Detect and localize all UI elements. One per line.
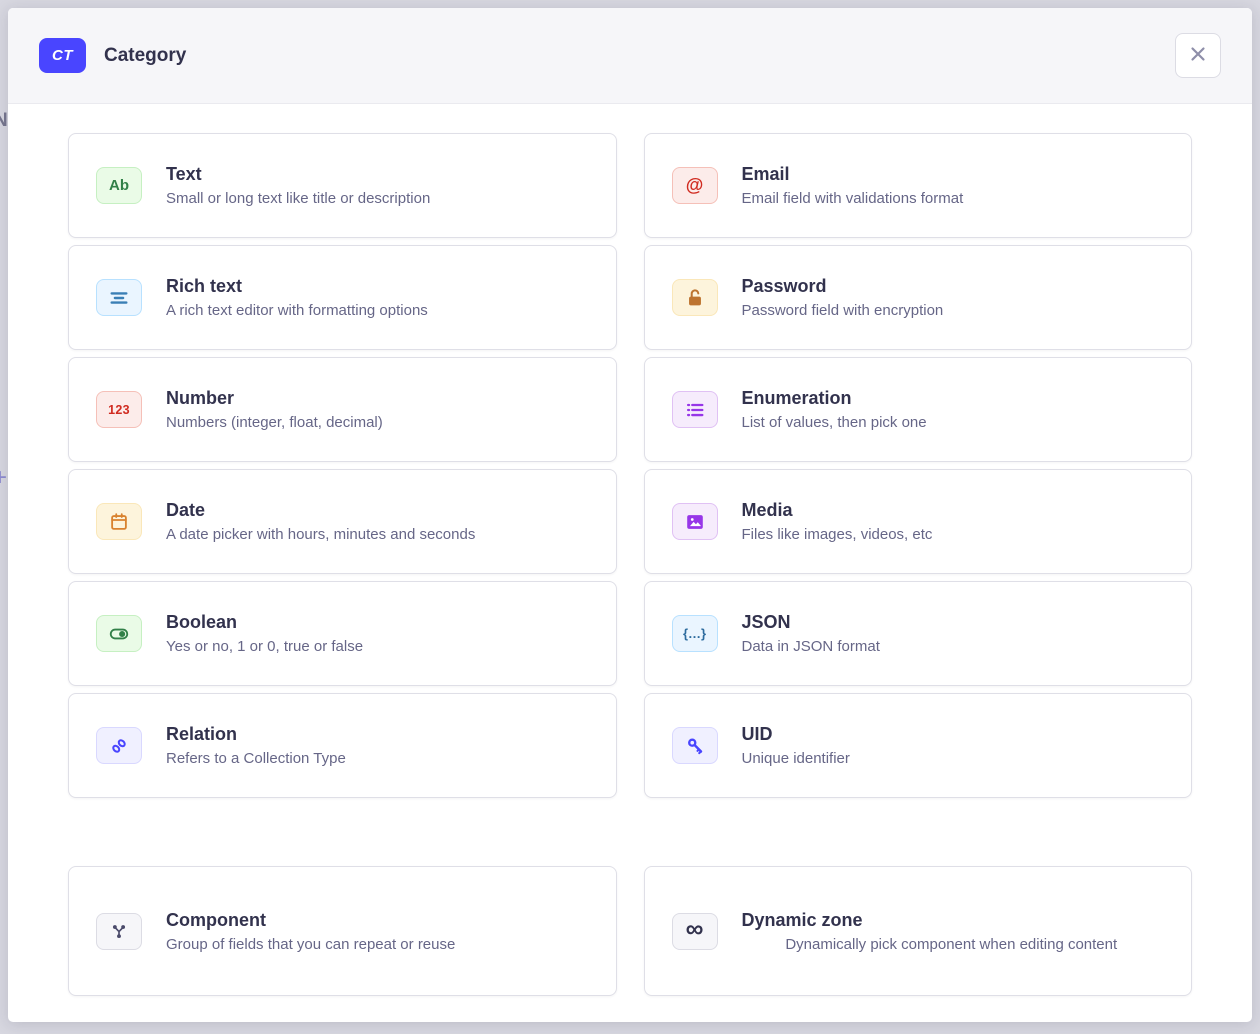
card-description: Files like images, videos, etc [741, 526, 933, 543]
calendar-icon [96, 503, 142, 540]
braces-icon: {…} [671, 615, 718, 652]
card-title: Number [166, 388, 235, 408]
card-title: Boolean [166, 612, 238, 632]
field-card-richtext[interactable]: Rich text A rich text editor with format… [68, 245, 617, 350]
page-title: Category [104, 44, 187, 66]
field-card-email[interactable]: @ Email Email field with validations for… [643, 133, 1192, 238]
field-card-text[interactable]: Ab Text Small or long text like title or… [68, 133, 617, 238]
card-description: Password field with encryption [741, 302, 944, 319]
card-title: Text [166, 164, 202, 184]
field-card-password[interactable]: Password Password field with encryption [643, 245, 1192, 350]
field-card-relation[interactable]: Relation Refers to a Collection Type [68, 693, 617, 798]
card-title: Email [741, 164, 790, 184]
background-plus-icon: + [0, 464, 8, 491]
card-description: List of values, then pick one [741, 414, 927, 431]
card-title: Dynamic zone [741, 909, 863, 930]
picture-icon [671, 503, 718, 540]
bullet-list-icon [671, 391, 718, 428]
card-title: Media [741, 500, 793, 520]
field-type-modal: CT Category Ab Text Small or long text l… [8, 8, 1252, 1022]
card-title: UID [741, 724, 773, 744]
card-title: Password [741, 276, 827, 296]
card-title: Date [166, 500, 206, 520]
card-description: Refers to a Collection Type [166, 750, 346, 767]
field-card-boolean[interactable]: Boolean Yes or no, 1 or 0, true or false [68, 581, 617, 686]
card-description: Yes or no, 1 or 0, true or false [166, 638, 364, 655]
close-icon [1187, 43, 1209, 68]
field-card-date[interactable]: Date A date picker with hours, minutes a… [68, 469, 617, 574]
number-123-icon: 123 [96, 391, 142, 428]
advanced-fields-grid: Component Group of fields that you can r… [68, 866, 1192, 996]
card-description: Numbers (integer, float, decimal) [166, 414, 383, 431]
text-ab-icon: Ab [96, 167, 142, 204]
card-title: Component [166, 909, 266, 930]
chain-link-icon [96, 727, 142, 764]
field-card-uid[interactable]: UID Unique identifier [643, 693, 1192, 798]
field-card-dynamic-zone[interactable]: ∞ Dynamic zone Dynamically pick componen… [643, 866, 1192, 996]
field-card-enumeration[interactable]: Enumeration List of values, then pick on… [643, 357, 1192, 462]
card-title: Rich text [166, 276, 243, 296]
align-lines-icon [96, 279, 142, 316]
toggle-icon [96, 615, 142, 652]
card-description: Unique identifier [741, 750, 850, 767]
nodes-icon [96, 912, 142, 950]
modal-header: CT Category [8, 8, 1252, 104]
card-description: Small or long text like title or descrip… [166, 190, 431, 207]
field-card-number[interactable]: 123 Number Numbers (integer, float, deci… [68, 357, 617, 462]
field-card-component[interactable]: Component Group of fields that you can r… [68, 866, 617, 996]
card-description: Group of fields that you can repeat or r… [166, 935, 456, 953]
card-description: Dynamically pick component when editing … [785, 935, 1118, 953]
infinity-icon: ∞ [671, 912, 718, 950]
card-title: JSON [741, 612, 791, 632]
close-button[interactable] [1175, 33, 1221, 78]
content-type-badge: CT [39, 38, 86, 73]
background-letter: N [0, 110, 8, 131]
key-icon [671, 727, 718, 764]
card-title: Relation [166, 724, 238, 744]
card-description: Email field with validations format [741, 190, 964, 207]
field-card-json[interactable]: {…} JSON Data in JSON format [643, 581, 1192, 686]
card-description: A date picker with hours, minutes and se… [166, 526, 476, 543]
field-type-list: Ab Text Small or long text like title or… [8, 104, 1252, 996]
card-description: Data in JSON format [741, 638, 880, 655]
card-description: A rich text editor with formatting optio… [166, 302, 428, 319]
field-card-media[interactable]: Media Files like images, videos, etc [643, 469, 1192, 574]
padlock-icon [671, 279, 718, 316]
default-fields-grid: Ab Text Small or long text like title or… [68, 133, 1192, 798]
at-sign-icon: @ [671, 167, 718, 204]
card-title: Enumeration [741, 388, 852, 408]
